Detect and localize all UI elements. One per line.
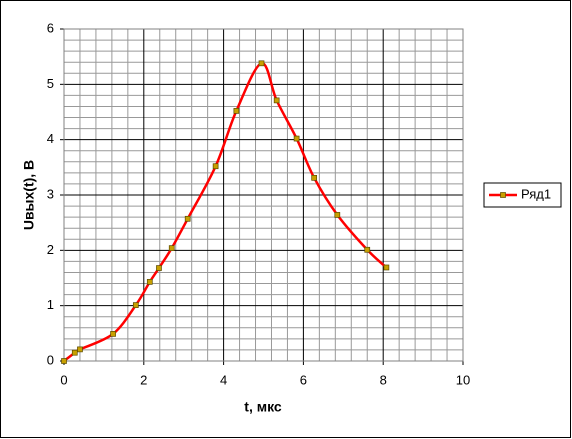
point-marker (71, 349, 78, 356)
y-tick-label: 2 (47, 242, 54, 257)
y-tick-label: 1 (47, 297, 54, 312)
point-marker (383, 264, 390, 271)
point-marker (61, 358, 67, 364)
y-tick-label: 0 (47, 352, 54, 367)
y-tick-label: 3 (47, 186, 54, 201)
legend-marker (500, 192, 506, 198)
point-marker (334, 212, 341, 218)
point-marker (212, 163, 219, 170)
y-axis-label: Uвых(t), B (21, 160, 37, 230)
x-tick-label: 6 (300, 372, 307, 387)
point-marker (273, 97, 280, 104)
x-tick-label: 4 (220, 372, 227, 387)
point-marker (156, 265, 162, 271)
point-marker (132, 302, 139, 308)
x-tick-label: 8 (380, 372, 387, 387)
x-tick-label: 0 (60, 372, 67, 387)
x-tick-label: 2 (140, 372, 147, 387)
legend-label: Ряд1 (521, 186, 551, 201)
point-marker (146, 279, 153, 285)
x-axis-label: t, мкс (244, 399, 282, 415)
legend: Ряд1 (483, 182, 562, 208)
point-marker (110, 331, 116, 337)
point-marker (233, 108, 240, 114)
point-marker (184, 215, 191, 222)
point-marker (258, 60, 265, 67)
y-tick-label: 5 (47, 76, 54, 91)
point-marker (311, 174, 318, 181)
point-marker (293, 135, 300, 142)
point-marker (77, 346, 83, 353)
plot-border (63, 28, 464, 362)
y-tick-label: 4 (47, 131, 54, 146)
legend-box (483, 182, 562, 208)
point-marker (364, 246, 371, 253)
x-tick-label: 10 (456, 372, 470, 387)
point-marker (168, 245, 175, 251)
y-tick-label: 6 (47, 20, 54, 35)
